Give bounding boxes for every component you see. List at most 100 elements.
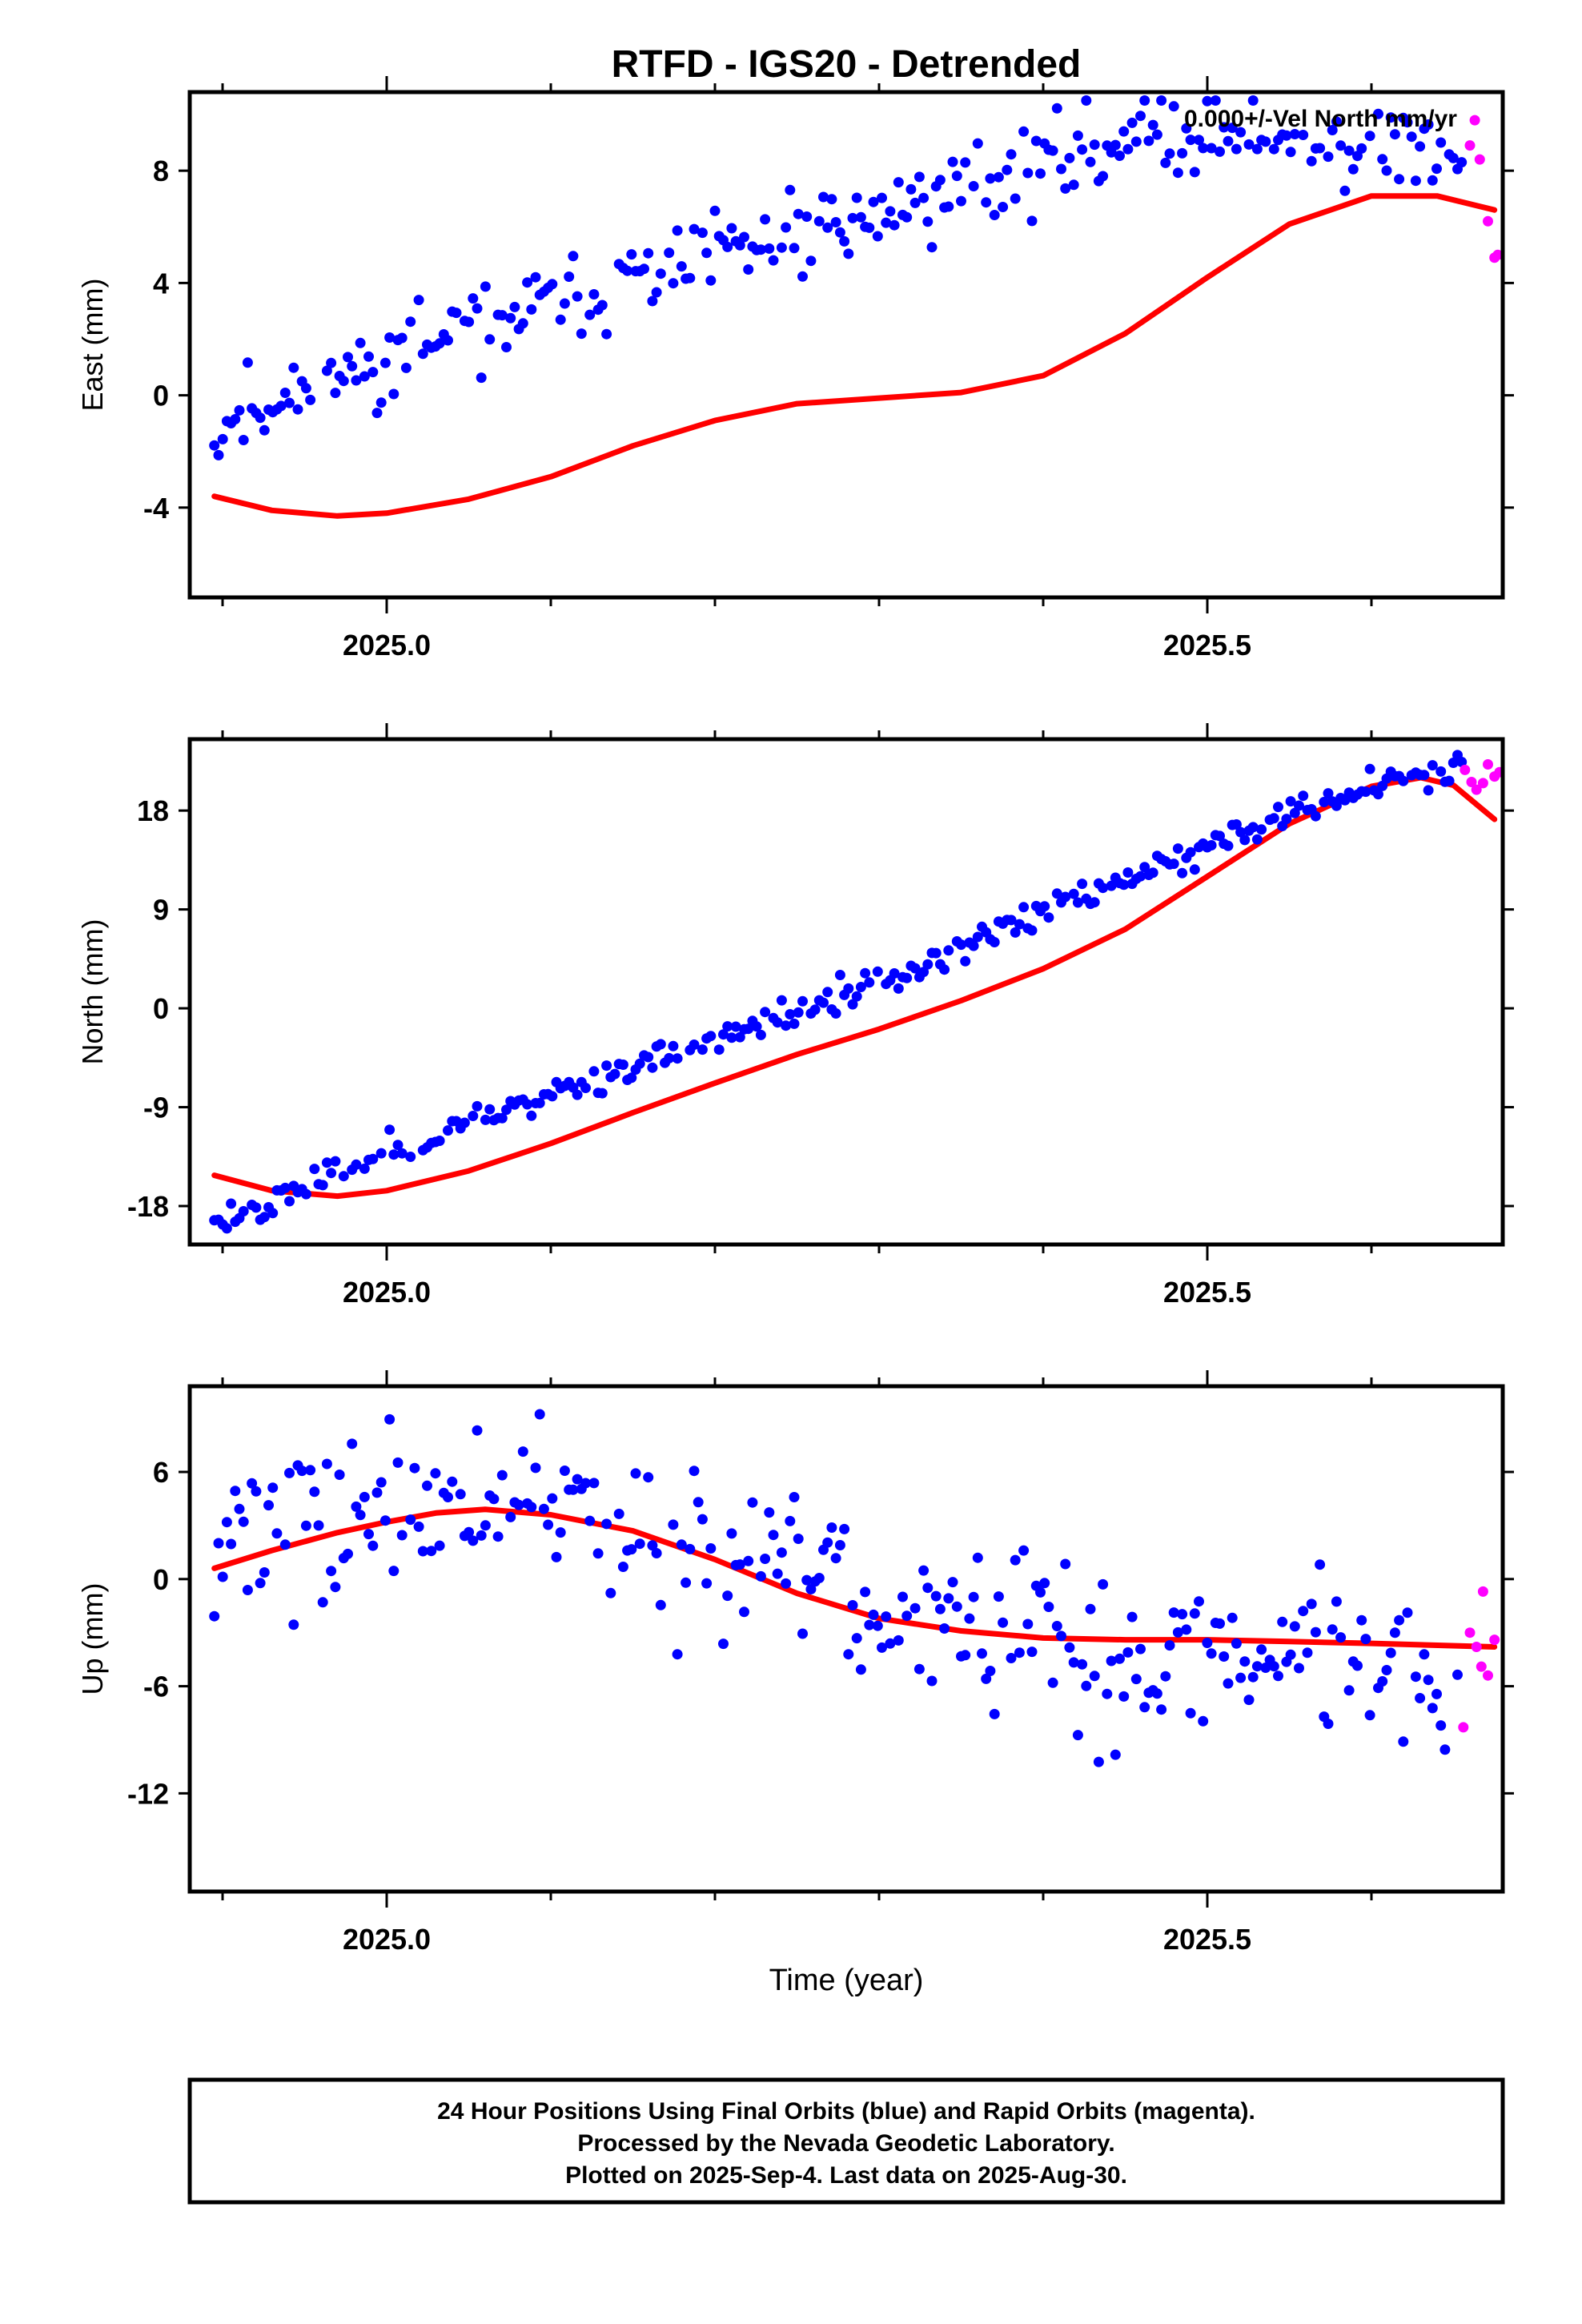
up-final-orbit-point — [1331, 1596, 1342, 1607]
east-final-orbit-point — [584, 309, 596, 320]
east-final-orbit-point — [217, 433, 228, 444]
up-final-orbit-point — [1306, 1598, 1317, 1610]
up-plot-frame — [187, 1384, 1505, 1894]
up-final-orbit-point — [1227, 1612, 1238, 1623]
east-final-orbit-point — [1456, 157, 1468, 168]
up-final-orbit-point — [300, 1520, 311, 1531]
up-final-orbit-point — [1256, 1644, 1267, 1655]
north-final-orbit-point — [864, 977, 875, 988]
east-final-orbit-point — [1215, 146, 1225, 157]
up-final-orbit-point — [826, 1522, 837, 1533]
north-final-orbit-point — [855, 982, 866, 992]
north-ytick-label: -18 — [127, 1190, 169, 1223]
up-final-orbit-point — [860, 1586, 871, 1598]
east-final-orbit-point — [639, 263, 649, 275]
north-final-orbit-point — [1039, 901, 1050, 912]
east-final-orbit-point — [722, 241, 733, 252]
up-final-orbit-point — [668, 1519, 679, 1530]
east-final-orbit-point — [843, 248, 854, 259]
up-final-orbit-point — [1268, 1661, 1279, 1672]
up-final-orbit-point — [1006, 1653, 1017, 1663]
north-final-orbit-point — [468, 1111, 479, 1121]
up-final-orbit-point — [689, 1466, 700, 1477]
north-final-orbit-point — [1077, 879, 1088, 890]
east-final-orbit-point — [1331, 116, 1342, 127]
east-final-orbit-point — [1060, 183, 1071, 194]
east-final-orbit-point — [626, 249, 637, 260]
east-final-orbit-point — [776, 242, 787, 253]
up-final-orbit-point — [1072, 1730, 1083, 1741]
up-final-orbit-point — [1439, 1744, 1451, 1755]
east-final-orbit-point — [1126, 117, 1138, 128]
north-final-orbit-point — [1060, 891, 1071, 903]
east-final-orbit-point — [868, 196, 879, 207]
north-final-orbit-point — [1068, 888, 1079, 899]
north-final-orbit-point — [1419, 770, 1430, 781]
up-final-orbit-point — [209, 1610, 220, 1622]
up-final-orbit-point — [881, 1611, 892, 1622]
east-final-orbit-point — [255, 412, 266, 424]
caption-line-1: 24 Hour Positions Using Final Orbits (bl… — [437, 2098, 1255, 2125]
north-fit-curve — [211, 774, 1498, 1200]
east-final-orbit-point — [1281, 130, 1292, 141]
up-rapid-orbit-point — [1489, 1634, 1500, 1646]
up-final-orbit-point — [985, 1666, 996, 1676]
up-final-orbit-point — [739, 1606, 749, 1618]
east-rapid-orbit-point — [1474, 154, 1485, 165]
up-final-orbit-point — [930, 1590, 942, 1602]
up-final-orbit-point — [1156, 1704, 1167, 1715]
north-final-orbit-point — [484, 1104, 496, 1115]
east-final-orbit-point — [701, 247, 713, 259]
east-final-orbit-point — [793, 208, 804, 219]
east-panel: -4 0 4 8 2025.0 2025.5 East (mm) 0.000+/-Vel … — [76, 76, 1514, 661]
east-fit-curve — [211, 193, 1498, 519]
east-final-orbit-point — [760, 214, 771, 225]
north-final-orbit-point — [960, 955, 971, 967]
east-final-orbit-point — [968, 181, 979, 191]
east-final-orbit-point — [1406, 131, 1417, 143]
north-plot-frame — [187, 737, 1505, 1247]
up-final-orbit-point — [351, 1501, 362, 1512]
north-final-orbit-point — [809, 1004, 821, 1015]
east-final-orbit-point — [647, 296, 658, 307]
east-final-orbit-point — [1315, 143, 1326, 154]
up-final-orbit-point — [443, 1492, 453, 1502]
east-final-orbit-point — [1068, 179, 1079, 191]
north-final-orbit-point — [1235, 826, 1247, 838]
east-final-orbit-point — [1077, 144, 1088, 155]
up-final-orbit-point — [1135, 1643, 1146, 1655]
north-final-orbit-point — [730, 1021, 741, 1032]
east-final-orbit-point — [396, 332, 408, 344]
east-final-orbit-point — [839, 235, 850, 247]
up-final-orbit-point — [797, 1628, 808, 1639]
east-final-orbit-point — [375, 397, 387, 408]
east-final-orbit-point — [872, 231, 883, 242]
east-ytick-label: 0 — [153, 380, 169, 412]
up-final-orbit-point — [964, 1613, 975, 1624]
up-final-orbit-point — [334, 1470, 345, 1480]
up-final-orbit-point — [355, 1510, 366, 1521]
up-final-orbit-point — [422, 1480, 432, 1491]
up-final-orbit-point — [1056, 1630, 1066, 1642]
north-final-orbit-point — [1043, 912, 1054, 923]
up-final-orbit-point — [326, 1566, 337, 1577]
north-panel: -18 -9 0 9 18 2025.0 2025.5 North (mm) — [76, 723, 1514, 1309]
north-final-orbit-point — [1323, 788, 1334, 799]
north-final-orbit-point — [893, 983, 904, 994]
up-final-orbit-point — [1427, 1703, 1438, 1714]
up-rapid-orbit-point — [1477, 1586, 1488, 1597]
east-rapid-orbit-point — [1469, 115, 1480, 126]
north-final-orbit-point — [459, 1117, 470, 1128]
east-final-orbit-point — [568, 251, 579, 262]
east-final-orbit-point — [351, 375, 362, 386]
up-final-orbit-point — [913, 1663, 925, 1675]
east-final-orbit-point — [1143, 135, 1154, 147]
up-final-orbit-point — [1022, 1618, 1034, 1630]
north-final-orbit-point — [1177, 867, 1188, 879]
up-final-orbit-point — [1398, 1736, 1409, 1747]
up-final-orbit-point — [1077, 1659, 1088, 1670]
east-final-orbit-point — [213, 449, 224, 460]
up-final-orbit-point — [1181, 1624, 1192, 1635]
up-final-orbit-point — [375, 1477, 387, 1488]
north-final-orbit-point — [834, 970, 845, 980]
